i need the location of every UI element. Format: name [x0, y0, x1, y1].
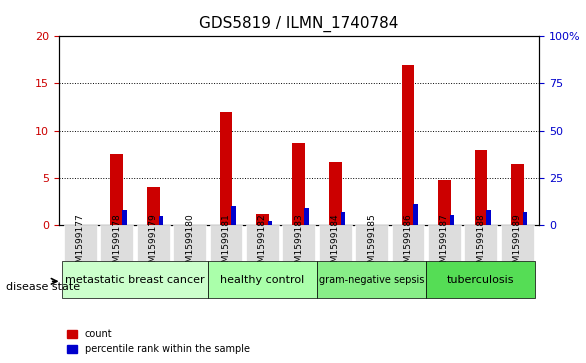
FancyBboxPatch shape — [137, 225, 169, 261]
Bar — [475, 150, 487, 225]
FancyBboxPatch shape — [319, 225, 352, 261]
Legend: count, percentile rank within the sample: count, percentile rank within the sample — [63, 326, 254, 358]
Bar — [111, 154, 123, 225]
Title: GDS5819 / ILMN_1740784: GDS5819 / ILMN_1740784 — [199, 16, 398, 32]
FancyBboxPatch shape — [64, 225, 97, 261]
Text: disease state: disease state — [6, 282, 80, 292]
Text: GSM1599178: GSM1599178 — [113, 213, 121, 274]
Bar — [523, 212, 527, 225]
Bar — [147, 187, 159, 225]
FancyBboxPatch shape — [208, 261, 317, 298]
Text: metastatic breast cancer: metastatic breast cancer — [65, 274, 205, 285]
Text: GSM1599182: GSM1599182 — [258, 213, 267, 274]
Text: gram-negative sepsis: gram-negative sepsis — [319, 274, 424, 285]
Text: GSM1599181: GSM1599181 — [222, 213, 230, 274]
Text: GSM1599185: GSM1599185 — [367, 213, 376, 274]
Text: healthy control: healthy control — [220, 274, 305, 285]
Text: GSM1599189: GSM1599189 — [513, 213, 522, 274]
Bar — [292, 143, 305, 225]
Bar — [256, 214, 269, 225]
Text: GSM1599186: GSM1599186 — [404, 213, 413, 274]
Bar — [122, 210, 127, 225]
Bar — [231, 206, 236, 225]
FancyBboxPatch shape — [426, 261, 536, 298]
FancyBboxPatch shape — [282, 225, 315, 261]
Bar — [511, 164, 524, 225]
Text: tuberculosis: tuberculosis — [447, 274, 515, 285]
FancyBboxPatch shape — [501, 225, 534, 261]
Bar — [159, 216, 163, 225]
Bar — [329, 162, 342, 225]
Text: GSM1599184: GSM1599184 — [331, 213, 340, 274]
FancyBboxPatch shape — [246, 225, 279, 261]
Bar — [340, 212, 345, 225]
FancyBboxPatch shape — [465, 225, 498, 261]
Bar — [220, 112, 233, 225]
Bar — [304, 208, 309, 225]
FancyBboxPatch shape — [428, 225, 461, 261]
FancyBboxPatch shape — [355, 225, 388, 261]
Bar — [414, 204, 418, 225]
FancyBboxPatch shape — [210, 225, 243, 261]
Bar — [450, 215, 454, 225]
FancyBboxPatch shape — [317, 261, 426, 298]
FancyBboxPatch shape — [391, 225, 424, 261]
Text: GSM1599183: GSM1599183 — [294, 213, 304, 274]
Text: GSM1599177: GSM1599177 — [76, 213, 85, 274]
Bar — [438, 180, 451, 225]
Text: GSM1599179: GSM1599179 — [149, 213, 158, 274]
Bar — [401, 65, 414, 225]
Text: GSM1599180: GSM1599180 — [185, 213, 194, 274]
FancyBboxPatch shape — [100, 225, 133, 261]
Bar — [486, 210, 490, 225]
Bar — [268, 221, 272, 225]
Text: GSM1599188: GSM1599188 — [476, 213, 485, 274]
FancyBboxPatch shape — [62, 261, 208, 298]
FancyBboxPatch shape — [173, 225, 206, 261]
Text: GSM1599187: GSM1599187 — [440, 213, 449, 274]
